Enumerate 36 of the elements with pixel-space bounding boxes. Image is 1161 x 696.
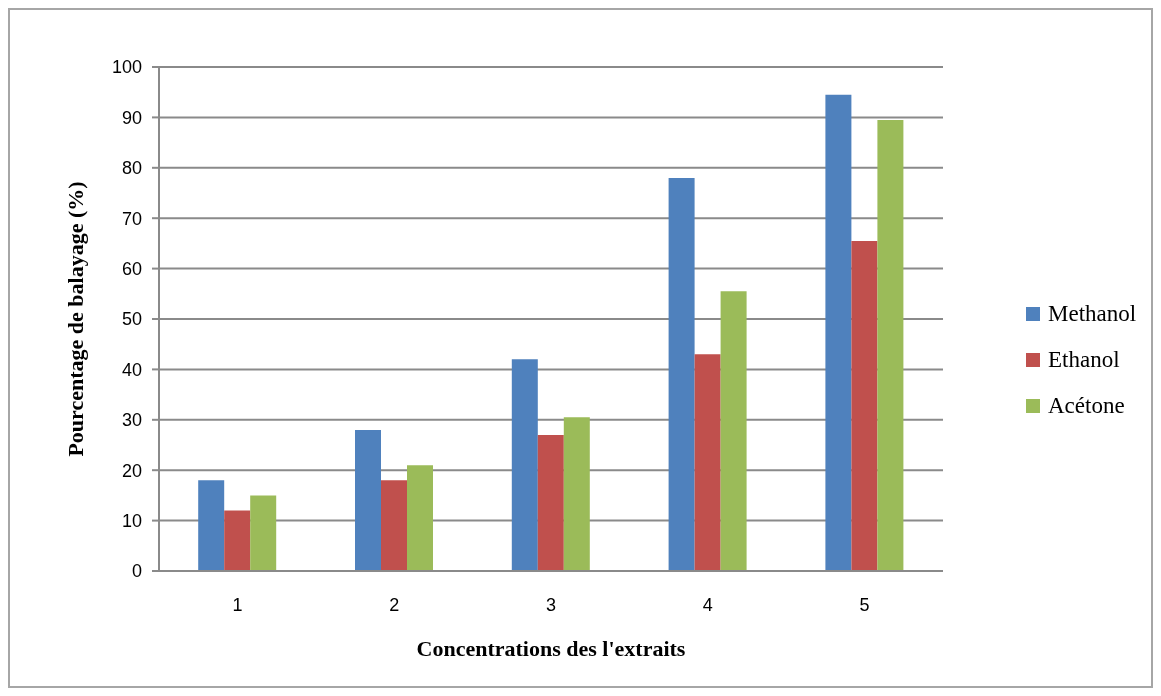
y-tick-label: 80 (121, 158, 142, 179)
bar (407, 465, 433, 571)
legend-label: Acétone (1048, 393, 1125, 419)
bar (720, 291, 747, 571)
bar (851, 240, 878, 571)
bar (224, 510, 251, 571)
y-tick-label: 60 (121, 258, 142, 279)
bar (537, 434, 564, 571)
x-tick-label: 2 (389, 594, 400, 615)
y-tick-label: 90 (121, 107, 142, 128)
x-tick-label: 4 (702, 594, 713, 615)
legend-label: Ethanol (1048, 347, 1120, 373)
bar (694, 354, 721, 571)
y-tick-label: 0 (131, 561, 142, 582)
x-tick-label: 5 (859, 594, 870, 615)
y-tick-label: 50 (121, 309, 142, 330)
bar (198, 480, 225, 571)
bar (511, 359, 538, 571)
bar (250, 495, 277, 571)
y-tick-label: 20 (121, 460, 142, 481)
x-tick-label: 1 (232, 594, 243, 615)
y-tick-label: 10 (121, 510, 142, 531)
y-tick-label: 40 (121, 359, 142, 380)
y-axis-title: Pourcentage de balayage (%) (62, 181, 88, 457)
y-tick-label: 70 (121, 208, 142, 229)
bar (825, 94, 852, 571)
bar (877, 119, 904, 571)
x-axis-title: Concentrations des l'extraits (416, 635, 686, 661)
x-tick-label: 3 (545, 594, 557, 615)
y-tick-label: 100 (111, 57, 142, 78)
legend-label: Methanol (1048, 301, 1137, 327)
bar (563, 417, 590, 571)
y-tick-label: 30 (121, 410, 142, 431)
bar (668, 177, 695, 571)
bar (381, 480, 407, 571)
bar (355, 429, 381, 571)
